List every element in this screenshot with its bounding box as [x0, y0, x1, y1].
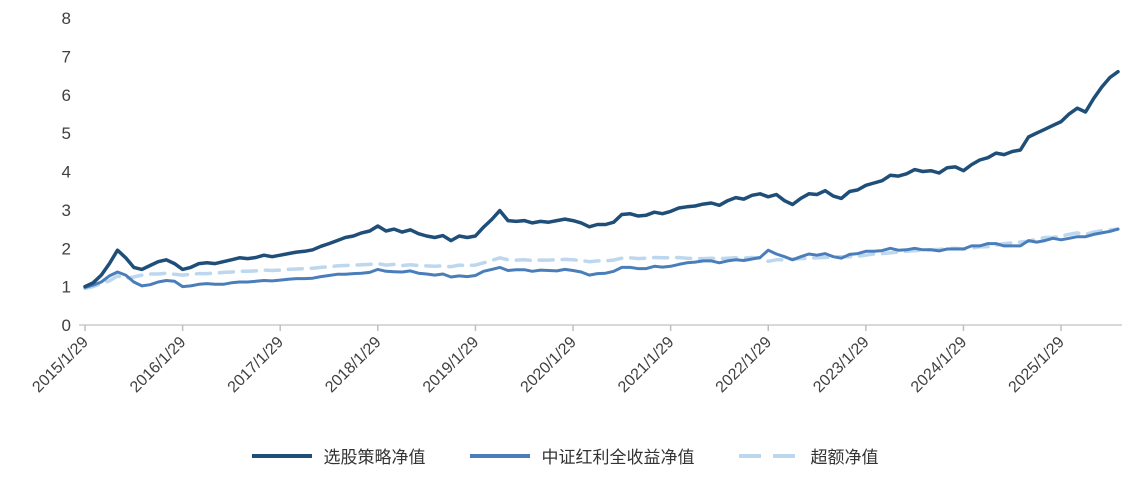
- y-axis-tick-label: 7: [62, 47, 71, 66]
- legend-swatch-strategy-net-value: [251, 453, 312, 458]
- y-axis-tick-label: 2: [62, 239, 71, 258]
- csi-dividend-total-return-line: [83, 227, 1120, 289]
- x-axis-tick-label: 2018/1/29: [322, 334, 384, 396]
- legend-swatch-excess-net-value: [738, 453, 799, 458]
- y-axis-tick-label: 5: [62, 124, 71, 143]
- y-axis-tick-label: 3: [62, 201, 71, 220]
- y-axis-tick-label: 0: [62, 316, 71, 335]
- legend-item-excess-net-value: 超额净值: [737, 443, 879, 468]
- legend-item-csi-dividend-total-return: 中证红利全收益净值: [468, 443, 695, 468]
- strategy-net-value-line: [83, 69, 1120, 289]
- y-axis-tick-label: 4: [62, 163, 71, 182]
- net-value-line-chart: 2015/1/29 2016/1/29 2017/1/29 2018/1/29 2019…: [29, 9, 1122, 396]
- legend-label: 选股策略净值: [323, 448, 426, 467]
- x-axis-tick-label: 2016/1/29: [127, 334, 189, 396]
- y-axis-tick-label: 1: [62, 278, 71, 297]
- legend-label: 中证红利全收益净值: [541, 448, 695, 467]
- legend-label: 超额净值: [810, 448, 879, 467]
- x-axis-tick-label: 2023/1/29: [810, 334, 872, 396]
- legend-item-strategy-net-value: 选股策略净值: [250, 443, 426, 468]
- y-axis-tick-label: 6: [62, 86, 71, 105]
- x-axis-tick-label: 2022/1/29: [713, 334, 775, 396]
- x-axis-tick-label: 2019/1/29: [420, 334, 482, 396]
- x-axis-tick-label: 2025/1/29: [1006, 334, 1068, 396]
- x-axis-tick-label: 2017/1/29: [225, 334, 287, 396]
- x-axis-tick-label: 2020/1/29: [518, 334, 580, 396]
- x-axis-tick-label: 2021/1/29: [615, 334, 677, 396]
- x-axis-tick-label: 2024/1/29: [908, 334, 970, 396]
- x-axis-tick-label: 2015/1/29: [29, 334, 91, 396]
- y-axis-tick-label: 8: [62, 9, 71, 28]
- chart-legend: 选股策略净值 中证红利全收益净值 超额净值: [0, 443, 1128, 468]
- legend-swatch-csi-dividend-total-return: [469, 453, 530, 458]
- excess-net-value-line: [83, 227, 1120, 291]
